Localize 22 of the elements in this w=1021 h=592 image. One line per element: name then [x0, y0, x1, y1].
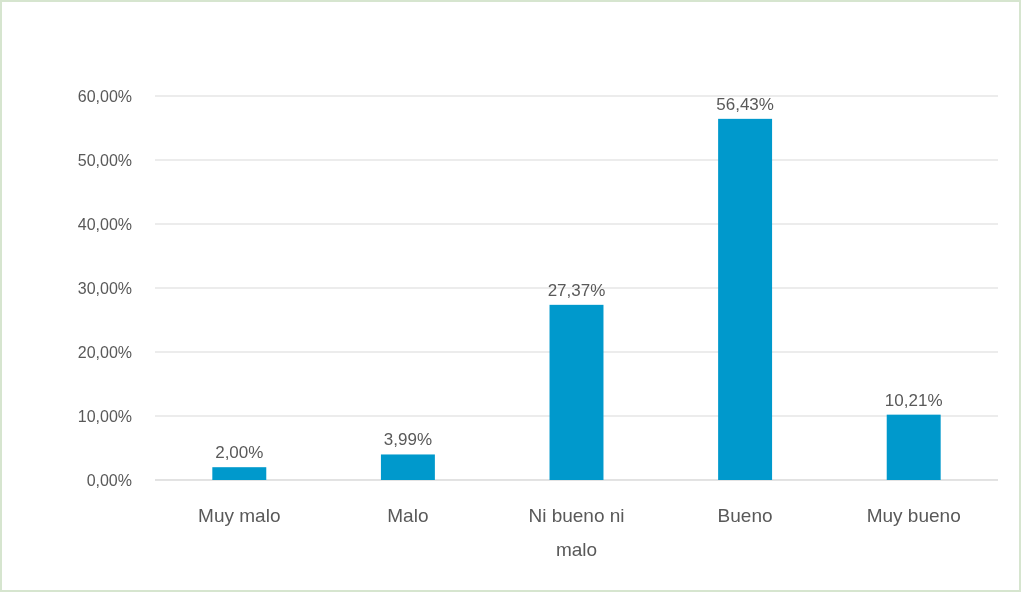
x-tick-label: Muy malo	[198, 505, 281, 526]
x-tick-label: Muy bueno	[866, 505, 961, 526]
data-label: 3,99%	[383, 430, 432, 450]
data-label: 56,43%	[716, 94, 774, 114]
x-tick-label: Ni bueno ni malo	[528, 505, 625, 560]
bar	[718, 118, 773, 480]
bar	[549, 304, 604, 480]
data-label: 10,21%	[884, 390, 943, 410]
bar	[212, 467, 267, 480]
y-tick-label: 60,00%	[77, 87, 132, 105]
bar	[380, 454, 435, 480]
y-tick-label: 40,00%	[77, 215, 132, 233]
y-tick-label: 20,00%	[77, 343, 132, 361]
y-tick-label: 0,00%	[86, 471, 132, 489]
y-tick-label: 50,00%	[77, 151, 132, 169]
data-label: 27,37%	[547, 280, 606, 300]
bar	[886, 414, 941, 480]
y-tick-label: 30,00%	[77, 279, 132, 297]
y-tick-label: 10,00%	[77, 407, 132, 425]
data-label: 2,00%	[215, 443, 264, 463]
x-tick-label: Bueno	[717, 505, 773, 526]
x-tick-label: Malo	[387, 505, 429, 526]
